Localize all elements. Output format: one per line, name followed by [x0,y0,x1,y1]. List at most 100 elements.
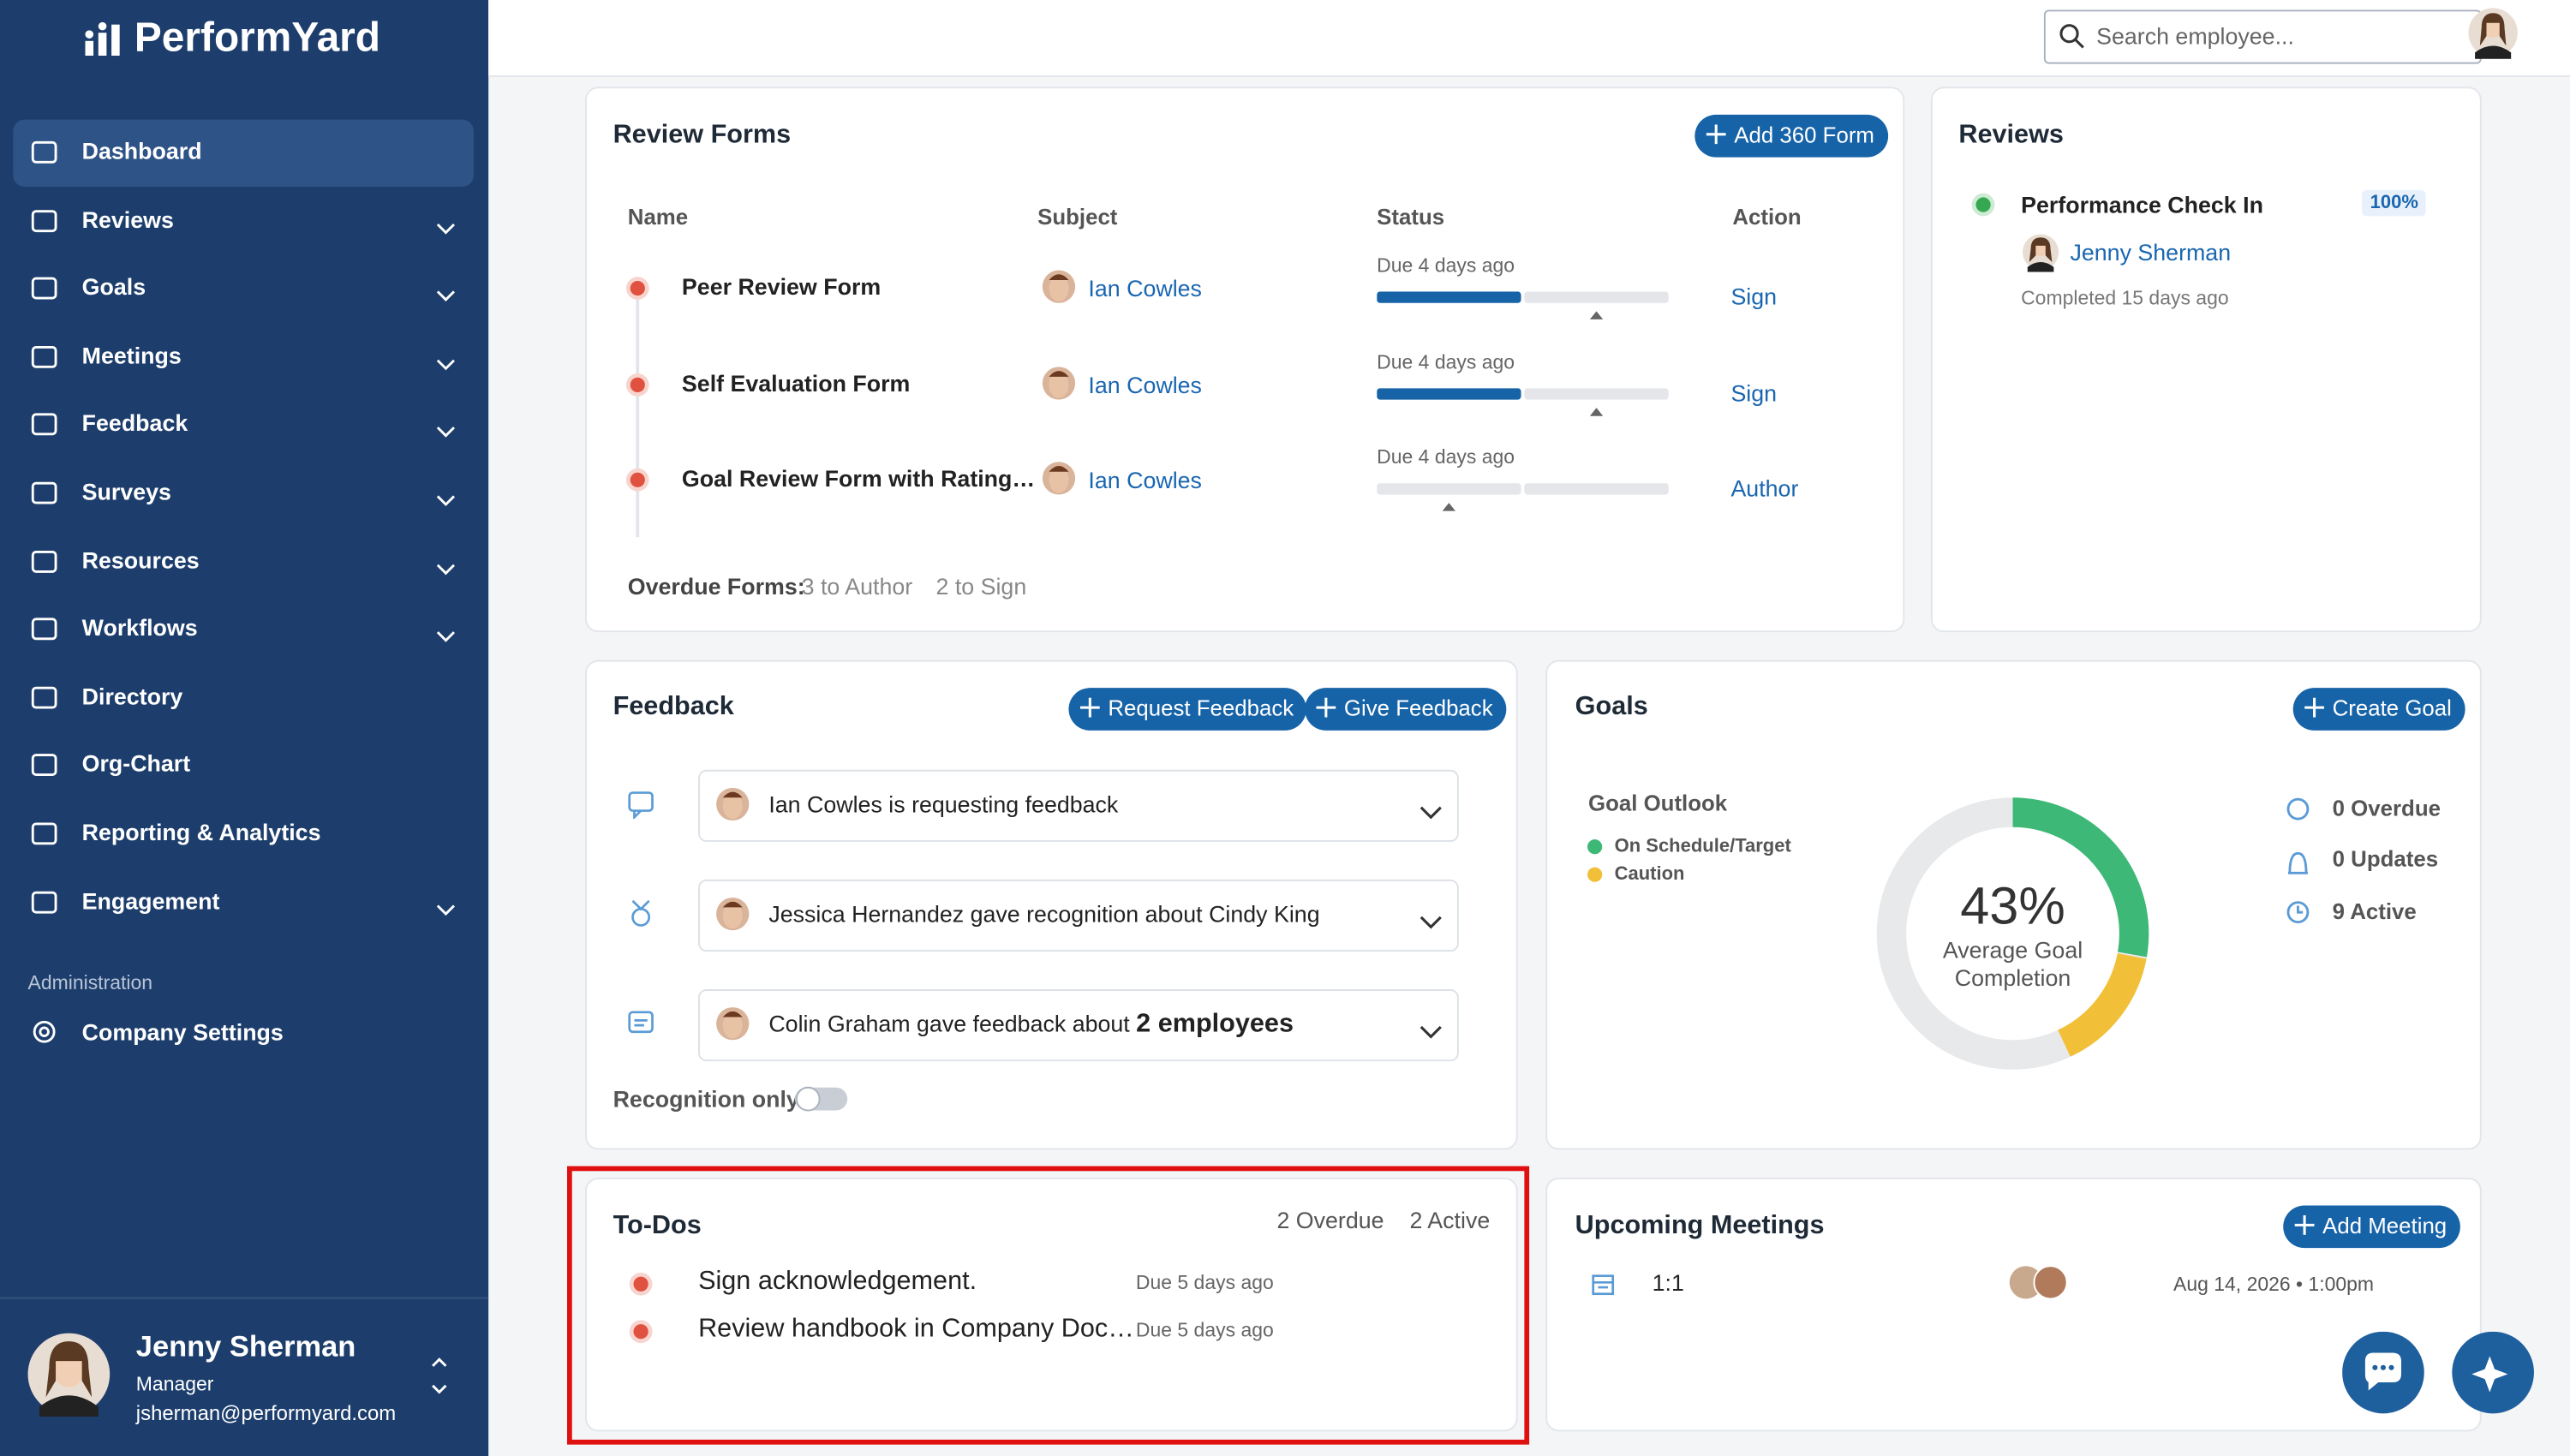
nav-item[interactable]: Goals [81,273,146,301]
progress-bar [1377,291,1671,332]
nav-icon [29,274,58,312]
subject-link[interactable]: Ian Cowles [1088,275,1202,301]
todos-card [585,1177,1518,1432]
feedback-row[interactable] [698,989,1459,1062]
nav-icon [29,614,58,652]
profile-avatar[interactable] [2467,7,2519,59]
feedback-text[interactable]: Ian Cowles is requesting feedback [768,791,1118,818]
create-goal-button[interactable]: Create Goal [2292,688,2465,731]
nav-item[interactable]: Dashboard [81,137,202,164]
feedback-row[interactable] [698,879,1459,952]
nav-chevron[interactable] [436,623,456,652]
nav-icon [29,342,58,379]
nav-icon [29,206,58,243]
person-link[interactable]: Jenny Sherman [2070,239,2232,266]
user-menu-toggle[interactable] [429,1353,449,1399]
review-name[interactable]: Performance Check In [2021,191,2263,218]
status-dot [628,1271,654,1305]
meeting-name[interactable]: 1:1 [1652,1269,1684,1296]
stat[interactable]: 0 Overdue [2332,796,2441,821]
user-email: jsherman@performyard.com [135,1401,397,1425]
add-meeting-button[interactable]: Add Meeting [2283,1205,2460,1249]
form-name[interactable]: Peer Review Form [681,273,882,300]
nav-item[interactable]: Reporting & Analytics [81,819,321,845]
nav-item[interactable]: Workflows [81,614,198,641]
feedback-row[interactable] [698,769,1459,842]
sidebar [0,0,489,1456]
nav-item[interactable]: Feedback [81,409,188,437]
expand-chevron[interactable] [1419,799,1443,828]
form-name[interactable]: Goal Review Form with Rating… [681,465,1036,492]
status-dot [625,371,651,405]
button-label: Add Meeting [2322,1214,2447,1238]
nav-item[interactable]: Org-Chart [81,750,191,778]
overdue-author[interactable]: 3 to Author [801,573,913,600]
nav-icon [29,751,58,789]
form-name[interactable]: Self Evaluation Form [681,369,911,396]
stat[interactable]: 9 Active [2332,898,2417,924]
subject-link[interactable]: Ian Cowles [1088,467,1202,493]
admin-heading: Administration [27,970,152,994]
stat[interactable]: 0 Updates [2332,846,2439,872]
give-feedback-button[interactable]: Give Feedback [1304,688,1506,731]
expand-chevron[interactable] [1419,1018,1443,1047]
subject-link[interactable]: Ian Cowles [1088,371,1202,397]
nav-chevron[interactable] [436,282,456,311]
action-link[interactable]: Sign [1730,379,1778,406]
completion-value: 43% [1960,876,2065,935]
feedback-text[interactable]: Jessica Hernandez gave recognition about… [768,901,1319,928]
subject-avatar [1041,458,1077,505]
search-box[interactable] [2043,9,2482,64]
nav-chevron[interactable] [436,214,456,243]
feedback-avatar [714,785,750,832]
legend-label: On Schedule/Target [1614,837,1791,857]
nav-item[interactable]: Company Settings [81,1018,284,1046]
nav-chevron[interactable] [436,418,456,447]
timeline-line [636,288,640,538]
progress-bar [1377,483,1671,524]
completion-label: Average Goal Completion [1942,936,2083,991]
recognition-toggle[interactable] [793,1084,849,1113]
overdue-sign[interactable]: 2 to Sign [935,573,1027,600]
nav-chevron[interactable] [436,350,456,379]
action-link[interactable]: Author [1730,474,1799,502]
nav-chevron[interactable] [436,486,456,516]
search-icon [2059,24,2084,49]
feedback-type-icon [626,790,655,827]
feedback-text: Colin Graham gave feedback about [768,1010,1130,1037]
add-360-form-button[interactable]: Add 360 Form [1694,114,1888,158]
subject-avatar [1041,363,1077,410]
todo-text[interactable]: Review handbook in Company Doc… [698,1314,1134,1343]
feedback-text[interactable]: Colin Graham gave feedback about 2 emplo… [768,1011,1294,1040]
expand-chevron[interactable] [1419,909,1443,938]
nav-item[interactable]: Directory [81,683,183,709]
nav-item[interactable]: Engagement [81,886,220,914]
search-placeholder: Search employee... [2096,22,2294,50]
feedback-text: Ian Cowles is requesting feedback [768,791,1119,818]
feedback-avatar [714,894,750,941]
nav-item[interactable]: Surveys [81,478,171,504]
card-title: Review Forms [613,121,792,150]
nav-item[interactable]: Reviews [81,206,174,232]
nav-chevron[interactable] [436,554,456,583]
nav-item[interactable]: Meetings [81,342,182,368]
action-link[interactable]: Sign [1730,283,1778,310]
nav-chevron[interactable] [436,895,456,924]
divider [0,1297,489,1299]
due-text: Due 4 days ago [1377,349,1515,373]
todo-text[interactable]: Sign acknowledgement. [698,1268,977,1296]
due-text: Due 4 days ago [1377,254,1515,277]
user-avatar[interactable] [27,1332,111,1417]
active-count[interactable]: 2 Active [1409,1207,1491,1233]
due-text: Due 4 days ago [1377,445,1515,468]
nav-icon [29,546,58,584]
outlook-heading: Goal Outlook [1587,791,1728,816]
review-forms-card [585,87,1905,633]
floating-buttons[interactable] [2342,1331,2536,1417]
overdue-count[interactable]: 2 Overdue [1276,1207,1384,1233]
subject-avatar [1041,267,1077,314]
request-feedback-button[interactable]: Request Feedback [1068,688,1307,731]
nav-item[interactable]: Resources [81,546,200,573]
nav-icon [29,683,58,720]
calendar-icon [1592,1274,1615,1296]
